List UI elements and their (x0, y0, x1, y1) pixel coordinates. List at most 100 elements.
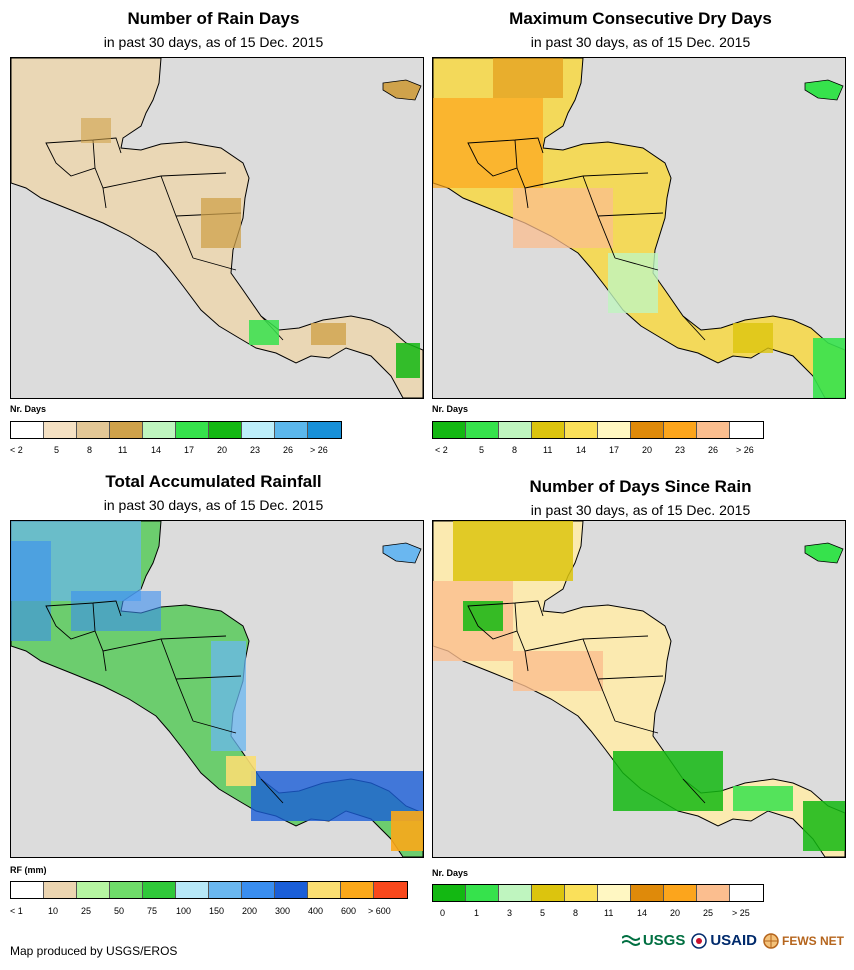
legend-swatch (499, 885, 532, 901)
legend-swatch (275, 422, 308, 438)
legend-label: 20 (217, 445, 228, 455)
legend-swatch (598, 422, 631, 438)
footer-credit: Map produced by USGS/EROS (10, 944, 178, 958)
legend-swatch (598, 885, 631, 901)
legend-title: Nr. Days (432, 404, 469, 414)
legend-swatch (433, 885, 466, 901)
legend-label: < 1 (10, 906, 23, 916)
legend-title: Nr. Days (432, 868, 469, 878)
legend-swatch (143, 882, 176, 898)
panel-rain-days: Number of Rain Days in past 30 days, as … (0, 0, 427, 485)
legend-label: 25 (703, 908, 714, 918)
legend-bar (10, 421, 342, 439)
legend-swatch (664, 422, 697, 438)
legend-label: 0 (440, 908, 446, 918)
legend-swatch (341, 882, 374, 898)
legend-swatch (275, 882, 308, 898)
legend-swatch (466, 885, 499, 901)
usgs-text: USGS (642, 932, 686, 949)
legend-label: 20 (670, 908, 681, 918)
legend-swatch (631, 422, 664, 438)
legend-label: 11 (543, 445, 553, 455)
legend-swatch (730, 422, 763, 438)
legend-label: 3 (507, 908, 513, 918)
panel-title: Maximum Consecutive Dry Days (509, 9, 772, 28)
panel-subtitle: in past 30 days, as of 15 Dec. 2015 (530, 502, 751, 518)
legend-label: 11 (604, 908, 614, 918)
panel-title: Number of Rain Days (127, 9, 300, 28)
panel-total-rainfall: Total Accumulated Rainfall in past 30 da… (0, 463, 427, 948)
legend-label: 10 (48, 906, 59, 916)
legend-swatch (466, 422, 499, 438)
legend-swatch (308, 882, 341, 898)
legend-swatch (11, 882, 44, 898)
country-border (45, 600, 284, 804)
legend-ticks: < 2 5 8 11 14 17 20 23 26 > 26 (10, 445, 342, 457)
legend-label: < 2 (10, 445, 23, 455)
legend-swatch (565, 422, 598, 438)
legend-label: 400 (308, 906, 324, 916)
legend-label: 20 (642, 445, 653, 455)
legend-label: 14 (576, 445, 587, 455)
fewsnet-text: FEWS NET (782, 933, 844, 948)
panel-max-dry-days: Maximum Consecutive Dry Days in past 30 … (427, 0, 854, 485)
fewsnet-logo: FEWS NET (763, 932, 844, 949)
caribbean-island (382, 79, 422, 101)
legend-label: > 26 (310, 445, 328, 455)
legend-label: 100 (176, 906, 192, 916)
legend-label: 8 (512, 445, 518, 455)
legend-title: RF (mm) (10, 865, 47, 875)
seal-icon (691, 932, 708, 949)
legend-label: 17 (609, 445, 620, 455)
globe-icon (763, 932, 779, 949)
legend-label: 5 (54, 445, 60, 455)
legend-label: 150 (209, 906, 225, 916)
caribbean-island (382, 542, 422, 564)
map-total-rainfall (10, 520, 424, 858)
usaid-logo: USAID (691, 932, 757, 949)
legend-swatch (110, 882, 143, 898)
legend-label: > 26 (736, 445, 754, 455)
land-mass (433, 521, 845, 857)
legend-label: 17 (184, 445, 195, 455)
panel-days-since-rain: Number of Days Since Rain in past 30 day… (427, 468, 854, 953)
legend-swatch (110, 422, 143, 438)
legend-swatch (697, 885, 730, 901)
legend-swatch (44, 882, 77, 898)
legend-swatch (499, 422, 532, 438)
map-rain-days (10, 57, 424, 399)
legend-swatch (532, 422, 565, 438)
legend-label: 200 (242, 906, 258, 916)
legend-label: 23 (250, 445, 261, 455)
legend-label: 8 (573, 908, 579, 918)
legend-label: 50 (114, 906, 125, 916)
legend-swatch (697, 422, 730, 438)
legend-label: 5 (540, 908, 546, 918)
legend-swatch (242, 422, 275, 438)
legend-swatch (631, 885, 664, 901)
legend-label: 14 (637, 908, 648, 918)
legend-swatch (77, 422, 110, 438)
logo-strip: USGS USAID FEWS NET (621, 932, 844, 949)
legend-label: 25 (81, 906, 92, 916)
panel-subtitle: in past 30 days, as of 15 Dec. 2015 (103, 34, 324, 50)
legend-label: 14 (151, 445, 162, 455)
caribbean-island (804, 79, 844, 101)
legend-label: > 25 (732, 908, 750, 918)
panel-subtitle: in past 30 days, as of 15 Dec. 2015 (530, 34, 751, 50)
legend-swatch (308, 422, 341, 438)
legend-ticks: < 1 10 25 50 75 100 150 200 300 400 600 … (10, 906, 410, 918)
legend-swatch (532, 885, 565, 901)
caribbean-island (804, 542, 844, 564)
legend-label: 26 (708, 445, 719, 455)
panel-title: Number of Days Since Rain (529, 477, 752, 496)
legend-swatch (730, 885, 763, 901)
legend-label: < 2 (435, 445, 448, 455)
legend-title: Nr. Days (10, 404, 47, 414)
legend-label: 8 (87, 445, 93, 455)
legend-label: 11 (118, 445, 128, 455)
country-border (467, 137, 706, 341)
legend-swatch (664, 885, 697, 901)
panel-subtitle: in past 30 days, as of 15 Dec. 2015 (103, 497, 324, 513)
legend-swatch (433, 422, 466, 438)
